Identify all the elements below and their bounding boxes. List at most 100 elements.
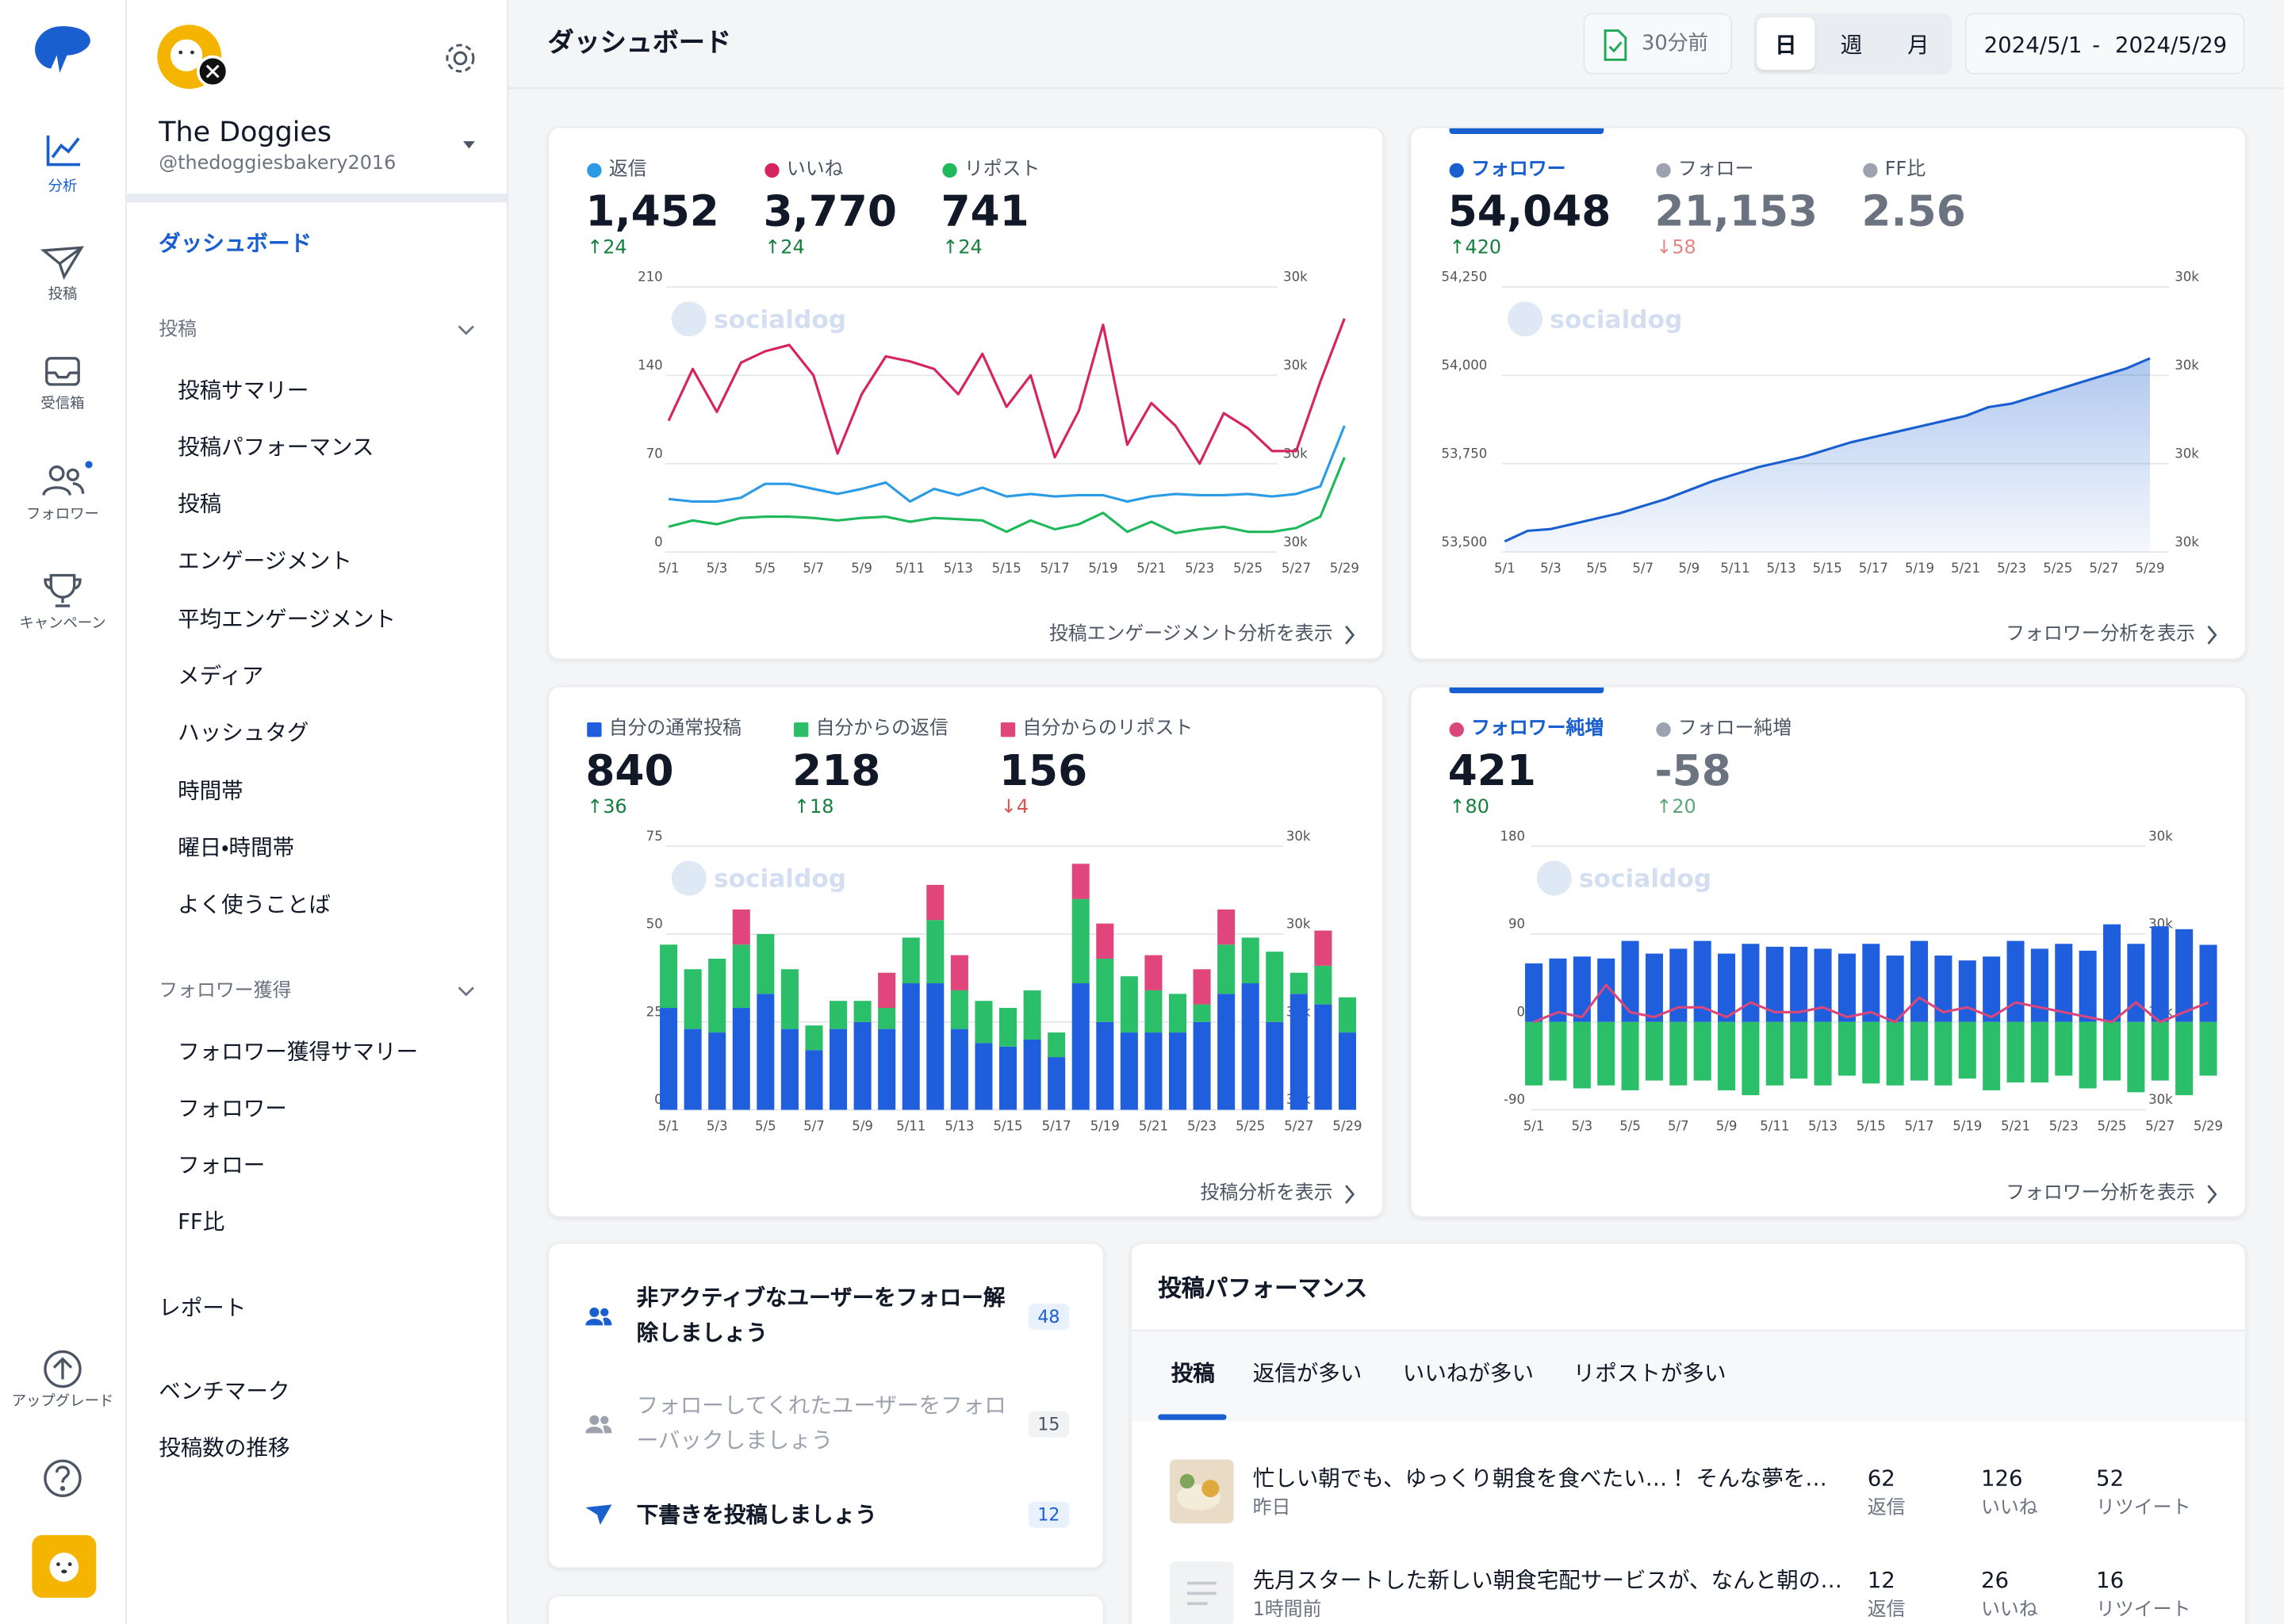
bar-segment	[1338, 997, 1356, 1033]
bar-segment	[757, 933, 775, 994]
x-tick-label: 5/23	[2049, 1118, 2079, 1133]
rail-label[interactable]: 受信箱	[40, 396, 85, 412]
nav-item[interactable]: 投稿数の推移	[159, 1434, 290, 1461]
nav-item[interactable]: FF比	[178, 1209, 225, 1236]
stat-label: フォロワー	[1471, 159, 1566, 181]
card-link[interactable]: フォロワー分析を表示	[2006, 1182, 2195, 1205]
updated-box[interactable]	[1583, 13, 1732, 75]
rail-label[interactable]: 投稿	[48, 286, 78, 304]
bar-segment	[2030, 948, 2048, 1022]
account-caret[interactable]	[463, 141, 475, 149]
post-text[interactable]: 忙しい朝でも、ゆっくり朝食を食べたい…！ そんな夢を…	[1252, 1464, 1827, 1491]
y2-tick-label: 30k	[1283, 358, 1308, 373]
x-tick-label: 5/15	[992, 561, 1021, 576]
bar-segment	[1120, 976, 1138, 1033]
stat-delta: ↑24	[765, 237, 805, 259]
nav-item[interactable]: 曜日・時間帯	[178, 834, 295, 861]
stat-value: 54,048	[1447, 186, 1611, 236]
y-tick-label: 70	[646, 446, 663, 461]
settings-icon[interactable]	[446, 44, 475, 73]
campaign-icon[interactable]	[44, 573, 82, 607]
stat-value: 1,452	[585, 186, 719, 236]
nav-item[interactable]: フォロー	[178, 1152, 266, 1179]
tasks-card: 非アクティブなユーザーをフォロー解除しましょう 48 フォローしてくれたユーザーをフ…	[547, 1242, 1105, 1569]
period-option[interactable]: 月	[1907, 31, 1930, 58]
x-tick-label: 5/21	[1951, 561, 1980, 576]
task-count: 15	[1028, 1411, 1070, 1438]
post-stat-value: 12	[1867, 1566, 1895, 1593]
nav-item[interactable]: 時間帯	[178, 777, 243, 804]
x-tick-label: 5/13	[1767, 561, 1796, 576]
post-text[interactable]: 先月スタートした新しい朝食宅配サービスが、なんと朝の…	[1252, 1566, 1842, 1593]
nav-item[interactable]: よく使うことば	[178, 891, 331, 918]
y2-tick-label: 30k	[1283, 269, 1308, 284]
x-tick-label: 5/19	[1953, 1118, 1982, 1133]
period-option[interactable]: 日	[1775, 31, 1797, 58]
followers-icon[interactable]	[42, 465, 85, 496]
account-avatar[interactable]	[32, 1534, 97, 1598]
help-icon[interactable]	[44, 1459, 82, 1497]
nav-item[interactable]: 平均エンゲージメント	[178, 605, 397, 632]
tab[interactable]: 返信が多い	[1252, 1359, 1362, 1386]
nav-item[interactable]: ベンチマーク	[159, 1377, 290, 1404]
bar-segment	[1266, 1021, 1284, 1110]
logo[interactable]	[35, 26, 90, 73]
watermark-icon	[1508, 301, 1543, 337]
bar-segment	[1217, 909, 1236, 945]
nav-section[interactable]: 投稿	[159, 319, 197, 341]
nav-item[interactable]: レポート	[159, 1293, 247, 1320]
users-icon	[600, 1308, 609, 1317]
bar-segment	[1290, 972, 1308, 994]
tab[interactable]: いいねが多い	[1402, 1359, 1535, 1386]
task-text[interactable]: 非アクティブなユーザーをフォロー解除しましょう	[636, 1284, 1006, 1346]
bar-segment	[708, 1032, 726, 1110]
nav-item[interactable]: フォロワー獲得サマリー	[178, 1037, 419, 1064]
date-to: 2024/5/29	[2114, 31, 2228, 58]
upgrade-icon[interactable]	[44, 1350, 82, 1388]
x-tick-label: 5/19	[1905, 561, 1934, 576]
area-line	[1504, 357, 2151, 543]
card-link[interactable]: フォロワー分析を表示	[2006, 622, 2195, 645]
bar-segment	[1193, 1021, 1211, 1110]
nav-item[interactable]: メディア	[178, 662, 264, 689]
task-text[interactable]: 下書きを投稿しましょう	[636, 1501, 877, 1528]
nav-item[interactable]: 投稿パフォーマンス	[178, 433, 374, 461]
nav-item[interactable]: 投稿	[178, 491, 222, 518]
stat-label: 自分の通常投稿	[608, 718, 742, 740]
watermark-icon	[671, 860, 707, 896]
x-tick-label: 5/29	[2194, 1118, 2223, 1133]
bar-segment	[1886, 1021, 1904, 1086]
nav-item[interactable]: 投稿サマリー	[178, 376, 309, 403]
bar-segment	[1573, 956, 1591, 1022]
inbox-icon[interactable]	[45, 357, 80, 386]
bar-segment	[2151, 926, 2169, 1022]
period-option[interactable]: 週	[1840, 31, 1863, 58]
task-text[interactable]: フォローしてくれたユーザーをフォローバックしましょう	[636, 1392, 1006, 1454]
post-thumbnail	[1169, 1561, 1234, 1624]
post-icon[interactable]	[40, 246, 84, 280]
x-tick-label: 5/5	[1619, 1118, 1641, 1133]
rail-label[interactable]: キャンペーン	[19, 615, 106, 633]
card-link[interactable]: 投稿エンゲージメント分析を表示	[1048, 622, 1333, 645]
rail-label[interactable]: 分析	[48, 178, 78, 196]
date-range-box[interactable]	[1964, 13, 2245, 75]
send-icon	[585, 1504, 612, 1526]
tab[interactable]: リポストが多い	[1573, 1359, 1726, 1386]
bar-segment	[1549, 958, 1567, 1022]
bar-segment	[1983, 1021, 2001, 1090]
watermark-icon	[671, 301, 707, 337]
tab[interactable]: 投稿	[1171, 1359, 1215, 1386]
nav-item[interactable]: エンゲージメント	[178, 548, 352, 575]
profile-name: The Doggies	[159, 116, 332, 148]
bar-segment	[1862, 944, 1880, 1022]
nav-item[interactable]: フォロワー	[178, 1094, 287, 1121]
nav-section[interactable]: フォロワー獲得	[159, 979, 292, 1002]
nav-item-active[interactable]: ダッシュボード	[159, 229, 312, 256]
card-link[interactable]: 投稿分析を表示	[1200, 1182, 1333, 1205]
rail-label[interactable]: アップグレード	[11, 1393, 114, 1410]
nav-item[interactable]: ハッシュタグ	[178, 719, 309, 746]
rail-label[interactable]: フォロワー	[26, 507, 99, 523]
chart-card: 返信 1,452 ↑24 いいね 3,770 ↑24 リポスト 741 ↑24 socialdog…	[547, 126, 1384, 661]
stat-value: 21,153	[1654, 186, 1818, 236]
analytics-icon[interactable]	[46, 135, 81, 167]
